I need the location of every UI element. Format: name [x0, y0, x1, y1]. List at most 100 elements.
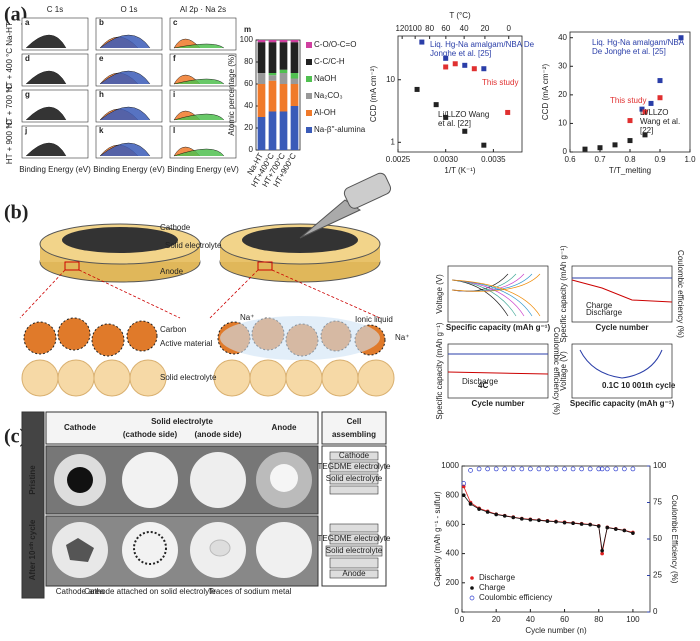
- bar-segment: [290, 40, 299, 43]
- point: [600, 551, 604, 556]
- point: [657, 78, 663, 84]
- schematic-label: Na⁺: [240, 313, 254, 322]
- xps-row-label: Na-HT: [5, 22, 14, 46]
- mini-y2-label: Coulombic efficiency (%): [552, 327, 561, 415]
- point: [605, 525, 610, 530]
- schematic-label: Ionic liquid: [355, 315, 393, 324]
- legend-swatch: [306, 76, 312, 82]
- y-tick-label: 100: [240, 35, 254, 44]
- point: [587, 466, 593, 472]
- legend-swatch: [306, 93, 312, 99]
- series-label: Li/LLZO Wang et al. [22]: [438, 110, 490, 128]
- point: [614, 527, 618, 531]
- point: [631, 531, 635, 535]
- point: [519, 466, 525, 472]
- point: [502, 466, 508, 472]
- point: [528, 517, 533, 522]
- bar-segment: [257, 84, 266, 117]
- photo-samples: [52, 451, 383, 579]
- point: [433, 102, 439, 108]
- x2-tick-label: 0: [507, 24, 512, 33]
- legend-swatch: [306, 59, 312, 65]
- bar-segment: [268, 75, 277, 81]
- series-label: This study: [482, 78, 519, 87]
- xps-peak: [99, 142, 151, 157]
- xps-letter: k: [99, 126, 104, 135]
- caption: Traces of sodium metal: [209, 587, 292, 596]
- xps-peak: [25, 142, 67, 157]
- legend-swatch: [306, 110, 312, 116]
- mini-note: 4C: [478, 381, 488, 390]
- mini-x-label: Specific capacity (mAh g⁻¹): [446, 323, 551, 332]
- x2-tick-label: 100: [408, 24, 422, 33]
- xps-row-label: HT + 900 °C: [5, 120, 14, 164]
- y-tick-label: 60: [244, 79, 253, 88]
- point: [571, 521, 575, 526]
- series-label: Li/LLZO Wang et al. [22]: [640, 108, 681, 135]
- bar-segment: [268, 40, 277, 43]
- point: [570, 466, 576, 472]
- xps-letter: f: [173, 54, 176, 63]
- point: [678, 35, 684, 41]
- column-header: Cathode: [64, 423, 97, 432]
- point: [545, 466, 550, 472]
- mini-x-label: Specific capacity (mAh g⁻¹): [570, 399, 675, 408]
- mini-frame: [571, 265, 673, 323]
- y-tick-label: 0: [455, 607, 460, 616]
- mini-frame: [447, 265, 549, 323]
- y-tick-label: 30: [558, 61, 567, 70]
- point: [630, 466, 636, 472]
- point: [481, 142, 487, 148]
- bar-segment: [290, 84, 299, 106]
- bar-segment: [279, 73, 288, 84]
- point: [419, 39, 425, 45]
- x2-tick-label: 60: [441, 24, 450, 33]
- point: [582, 146, 588, 152]
- y-axis-label: Capacity (mAh g⁻¹ - sulfur): [433, 491, 442, 587]
- x-axis-label: 1/T (K⁻¹): [444, 166, 476, 175]
- legend-label: Na-β''-alumina: [314, 125, 366, 134]
- y-tick-label: 0: [249, 145, 254, 154]
- mini-curve: [451, 273, 541, 317]
- xps-title: Al 2p · Na 2s: [180, 5, 226, 14]
- point: [468, 468, 473, 473]
- y-tick-label: 20: [558, 90, 567, 99]
- xps-xlabel: Binding Energy (eV): [167, 165, 239, 174]
- xps-letter: c: [173, 18, 178, 27]
- point: [505, 109, 511, 115]
- point: [461, 493, 466, 498]
- bar-segment: [268, 73, 277, 76]
- y-tick-label: 1: [391, 137, 396, 146]
- stack-label: Solid electrolyte: [326, 474, 383, 483]
- point: [414, 86, 420, 92]
- point: [477, 507, 481, 511]
- x-tick-label: 40: [526, 615, 535, 624]
- stack-label: TEGDME electrolyte: [318, 534, 391, 543]
- bar-segment: [290, 73, 299, 79]
- legend-marker: [469, 595, 475, 601]
- point: [462, 62, 468, 68]
- xps-letter: d: [25, 54, 30, 63]
- point: [562, 520, 567, 525]
- bar-segment: [268, 42, 277, 73]
- y-tick-label: 600: [446, 520, 460, 529]
- xps-letter: e: [99, 54, 104, 63]
- row-header: After 10⁴ᵗʰ cycle: [28, 519, 37, 580]
- xps-letter: j: [24, 126, 27, 135]
- plot-frame: [255, 39, 301, 151]
- y-axis-label: CCD (mA cm⁻²): [541, 64, 550, 121]
- legend-label: C-O/O-C=O: [314, 40, 356, 49]
- xps-peak: [173, 78, 225, 85]
- x-tick-label: 1.0: [684, 155, 696, 164]
- xps-peak: [99, 34, 151, 49]
- x-axis-label: T/T_melting: [609, 166, 651, 175]
- bar-segment: [257, 117, 266, 150]
- legend-label: Coulombic efficiency: [479, 593, 552, 602]
- point: [468, 502, 473, 506]
- legend-swatch: [306, 127, 312, 133]
- legend-swatch: [306, 42, 312, 48]
- point: [537, 518, 541, 523]
- point: [481, 66, 487, 72]
- xps-xlabel: Binding Energy (eV): [19, 165, 91, 174]
- point: [604, 466, 610, 472]
